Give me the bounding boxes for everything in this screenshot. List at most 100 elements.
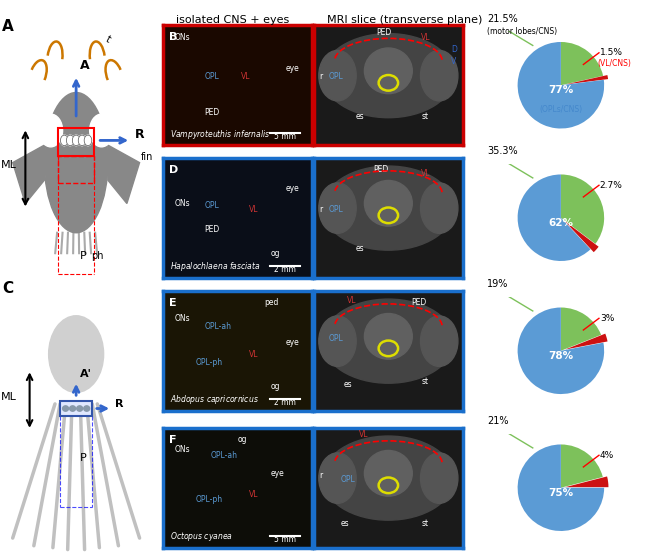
Text: VL: VL	[241, 72, 250, 81]
Text: A: A	[2, 19, 14, 34]
Text: OPL-ph: OPL-ph	[195, 358, 223, 367]
Ellipse shape	[49, 316, 104, 392]
Circle shape	[66, 135, 74, 146]
Text: st: st	[421, 112, 428, 121]
Bar	[60, 401, 92, 416]
Text: 5 mm: 5 mm	[274, 535, 297, 544]
Wedge shape	[561, 174, 604, 244]
Ellipse shape	[323, 299, 454, 383]
Text: r: r	[319, 72, 323, 81]
Circle shape	[77, 406, 83, 411]
Ellipse shape	[365, 48, 412, 94]
Ellipse shape	[323, 166, 454, 250]
Circle shape	[72, 135, 80, 146]
Wedge shape	[565, 476, 608, 487]
Text: VL: VL	[358, 430, 368, 439]
Polygon shape	[108, 145, 140, 203]
Text: st: st	[421, 377, 428, 386]
Text: 35.3%: 35.3%	[487, 146, 518, 157]
Text: A': A'	[79, 369, 91, 379]
Text: eye: eye	[285, 338, 299, 347]
Text: (VL/CNS): (VL/CNS)	[598, 59, 632, 68]
Text: OPL: OPL	[340, 475, 356, 484]
Text: ONs: ONs	[174, 314, 190, 323]
Text: D: D	[169, 165, 178, 175]
Text: D: D	[451, 45, 457, 54]
Wedge shape	[564, 221, 599, 252]
Text: es: es	[356, 112, 364, 121]
Text: VL: VL	[421, 169, 431, 178]
Text: fin: fin	[140, 151, 153, 162]
Text: isolated CNS + eyes: isolated CNS + eyes	[176, 15, 289, 25]
Bar	[58, 127, 94, 155]
Text: 2.7%: 2.7%	[600, 181, 623, 190]
Text: OPL-ah: OPL-ah	[211, 451, 237, 459]
Text: (motor lobes/CNS): (motor lobes/CNS)	[487, 27, 558, 36]
Ellipse shape	[319, 183, 356, 233]
Text: ONs: ONs	[174, 444, 190, 454]
Circle shape	[90, 114, 113, 147]
Wedge shape	[561, 307, 601, 351]
Text: MRI slice (transverse plane): MRI slice (transverse plane)	[327, 15, 482, 25]
Wedge shape	[518, 42, 604, 129]
Text: eye: eye	[285, 64, 299, 73]
Text: R: R	[115, 399, 123, 409]
Ellipse shape	[319, 453, 356, 503]
Ellipse shape	[420, 453, 458, 503]
Text: r: r	[319, 205, 323, 214]
Circle shape	[39, 114, 62, 147]
Text: F: F	[169, 435, 176, 445]
Wedge shape	[518, 444, 604, 531]
Text: OPL: OPL	[329, 334, 343, 343]
Text: og: og	[270, 382, 280, 391]
Text: ONs: ONs	[174, 32, 190, 41]
Circle shape	[78, 135, 86, 146]
Text: VL: VL	[346, 296, 356, 305]
Text: ML: ML	[1, 392, 16, 402]
Text: 75%: 75%	[548, 488, 573, 498]
Ellipse shape	[365, 451, 412, 496]
Text: og: og	[237, 435, 247, 444]
Ellipse shape	[319, 50, 356, 101]
Circle shape	[84, 135, 92, 146]
Text: OPL-ah: OPL-ah	[205, 322, 232, 331]
Ellipse shape	[319, 316, 356, 366]
Text: PED: PED	[373, 165, 388, 174]
Text: P: P	[79, 453, 87, 463]
Text: og: og	[270, 249, 280, 258]
Wedge shape	[518, 307, 604, 394]
Text: VL: VL	[421, 32, 431, 41]
Text: VL: VL	[249, 350, 259, 359]
Circle shape	[62, 406, 68, 411]
Text: eye: eye	[270, 468, 284, 478]
Text: OPL: OPL	[329, 205, 343, 214]
Text: 2 mm: 2 mm	[274, 398, 297, 407]
Text: A: A	[80, 59, 90, 72]
Text: 78%: 78%	[548, 351, 573, 361]
Text: PED: PED	[205, 108, 220, 117]
Text: r: r	[319, 471, 323, 480]
Ellipse shape	[420, 50, 458, 101]
Text: 19%: 19%	[487, 280, 508, 290]
Text: 21.5%: 21.5%	[487, 14, 518, 24]
Text: VL: VL	[249, 205, 259, 214]
Text: es: es	[344, 380, 352, 389]
Text: OPL: OPL	[329, 72, 343, 81]
Text: $\it{Hapalochlaena\ fasciata}$: $\it{Hapalochlaena\ fasciata}$	[170, 260, 261, 273]
Ellipse shape	[365, 181, 412, 226]
Ellipse shape	[420, 183, 458, 233]
Text: 4%: 4%	[600, 451, 614, 460]
Text: t: t	[104, 34, 112, 45]
Text: VL: VL	[249, 490, 259, 499]
Text: P: P	[80, 251, 87, 261]
Polygon shape	[12, 145, 45, 203]
Text: (OPLs/CNS): (OPLs/CNS)	[539, 105, 583, 113]
Text: 21%: 21%	[487, 416, 509, 427]
Text: 62%: 62%	[548, 218, 573, 228]
Text: R: R	[134, 128, 144, 141]
Text: ML: ML	[1, 160, 16, 170]
Text: PED: PED	[411, 298, 426, 307]
Text: ph: ph	[91, 251, 104, 261]
Ellipse shape	[420, 316, 458, 366]
Text: PED: PED	[205, 225, 220, 234]
